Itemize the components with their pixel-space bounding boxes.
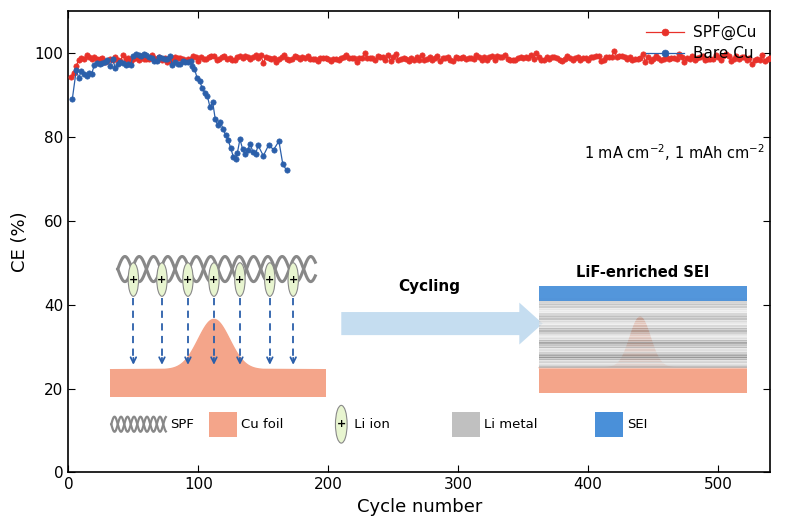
Circle shape — [335, 405, 347, 443]
FancyBboxPatch shape — [452, 412, 480, 437]
Bar — [539, 365, 747, 368]
Circle shape — [183, 263, 193, 296]
Bar — [539, 350, 747, 353]
Bar — [539, 347, 747, 350]
FancyBboxPatch shape — [539, 286, 747, 300]
Bar — [539, 300, 747, 303]
Bar — [539, 355, 747, 358]
Bare Cu — [155, 54, 164, 61]
Bar — [539, 305, 747, 308]
Bare Cu — [118, 60, 128, 66]
Bare Cu — [68, 96, 77, 102]
SPF@Cu — [467, 54, 476, 61]
FancyBboxPatch shape — [539, 368, 747, 393]
Polygon shape — [539, 317, 747, 368]
Text: +: + — [235, 275, 244, 285]
FancyBboxPatch shape — [110, 370, 326, 397]
SPF@Cu — [66, 73, 76, 80]
Bare Cu — [282, 168, 291, 174]
Bar — [539, 363, 747, 365]
Text: SPF: SPF — [170, 418, 194, 431]
SPF@Cu — [173, 55, 183, 61]
FancyArrow shape — [342, 302, 543, 345]
Y-axis label: CE (%): CE (%) — [11, 211, 29, 272]
Text: Li metal: Li metal — [484, 418, 538, 431]
Text: Li ion: Li ion — [350, 418, 390, 431]
Bare Cu — [218, 125, 227, 132]
Bar — [539, 320, 747, 323]
SPF@Cu — [544, 55, 554, 62]
Bar — [539, 318, 747, 320]
Legend: SPF@Cu, Bare Cu: SPF@Cu, Bare Cu — [639, 19, 762, 67]
Text: +: + — [209, 275, 219, 285]
Bar — [539, 330, 747, 333]
Bare Cu — [152, 57, 161, 64]
Bar — [539, 335, 747, 338]
SPF@Cu — [306, 56, 315, 63]
Bare Cu — [124, 61, 133, 67]
Text: Cu foil: Cu foil — [241, 418, 283, 431]
Bar — [539, 333, 747, 335]
SPF@Cu — [765, 55, 775, 61]
Polygon shape — [110, 319, 326, 370]
Text: +: + — [128, 275, 138, 285]
Bar — [539, 323, 747, 325]
Bar — [539, 328, 747, 330]
Text: 1 mA cm$^{-2}$, 1 mAh cm$^{-2}$: 1 mA cm$^{-2}$, 1 mAh cm$^{-2}$ — [584, 143, 764, 163]
Bar — [539, 345, 747, 348]
Bar — [539, 360, 747, 363]
Circle shape — [288, 263, 298, 296]
Bar — [539, 337, 747, 340]
X-axis label: Cycle number: Cycle number — [357, 498, 482, 516]
Bar — [539, 353, 747, 355]
FancyBboxPatch shape — [209, 412, 237, 437]
Bar — [539, 308, 747, 310]
Circle shape — [265, 263, 275, 296]
Bar — [539, 340, 747, 343]
Bar — [539, 298, 747, 300]
Text: SEI: SEI — [627, 418, 647, 431]
Bar — [539, 302, 747, 306]
SPF@Cu — [610, 47, 619, 54]
Circle shape — [156, 263, 167, 296]
SPF@Cu — [93, 56, 102, 62]
Text: +: + — [265, 275, 275, 285]
FancyBboxPatch shape — [595, 412, 623, 437]
Bare Cu — [187, 62, 196, 69]
Text: +: + — [289, 275, 298, 285]
Bar — [539, 343, 747, 345]
Bar — [539, 357, 747, 360]
Circle shape — [209, 263, 219, 296]
Bar — [539, 315, 747, 318]
Text: +: + — [157, 275, 167, 285]
Bar — [539, 313, 747, 316]
Text: +: + — [184, 275, 192, 285]
Bar — [539, 310, 747, 313]
Circle shape — [128, 263, 139, 296]
Text: Cycling: Cycling — [398, 279, 460, 294]
Circle shape — [235, 263, 245, 296]
Text: LiF-enriched SEI: LiF-enriched SEI — [576, 265, 709, 279]
Text: +: + — [337, 419, 346, 429]
Bare Cu — [139, 51, 148, 57]
Line: Bare Cu: Bare Cu — [69, 51, 290, 173]
Bar — [539, 325, 747, 328]
SPF@Cu — [253, 55, 263, 61]
Line: SPF@Cu: SPF@Cu — [69, 48, 772, 79]
